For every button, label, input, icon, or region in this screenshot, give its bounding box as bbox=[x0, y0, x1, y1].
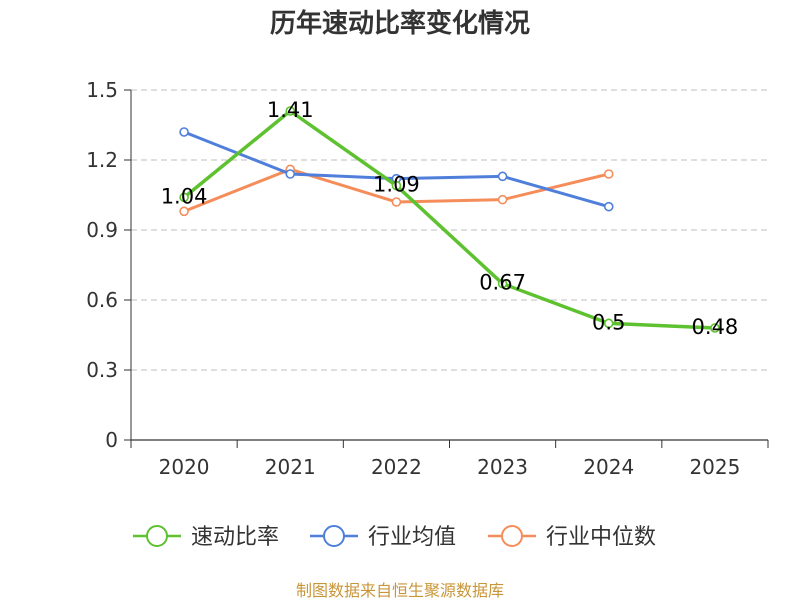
y-tick-label: 0 bbox=[105, 428, 118, 452]
data-point[interactable] bbox=[497, 278, 508, 289]
data-point[interactable] bbox=[710, 323, 720, 333]
data-label: 0.48 bbox=[692, 315, 739, 339]
data-point[interactable] bbox=[497, 171, 508, 182]
data-point[interactable] bbox=[285, 106, 296, 116]
y-tick-label: 1.5 bbox=[86, 78, 118, 102]
data-point[interactable] bbox=[497, 194, 508, 205]
data-point[interactable] bbox=[391, 197, 402, 207]
data-label: 0.67 bbox=[479, 271, 526, 295]
data-point[interactable] bbox=[603, 201, 614, 212]
data-point[interactable] bbox=[179, 192, 189, 203]
x-tick-label: 2023 bbox=[477, 455, 528, 479]
x-tick-label: 2021 bbox=[265, 455, 316, 479]
legend-marker-icon bbox=[323, 525, 345, 547]
x-tick-label: 2020 bbox=[159, 455, 210, 479]
series-1 bbox=[179, 127, 614, 212]
x-tick-label: 2022 bbox=[371, 455, 422, 479]
axes: 0 0.3 0.6 0.9 1.2 1.5 2020 2021 2022 2023 2024 2025 bbox=[86, 78, 769, 479]
data-point[interactable] bbox=[285, 169, 296, 179]
y-tick-label: 1.2 bbox=[86, 148, 118, 172]
y-tick-label: 0.3 bbox=[86, 358, 118, 382]
data-label: 1.41 bbox=[267, 98, 314, 122]
legend[interactable]: 速动比率 行业均值 行业中位数 bbox=[133, 525, 656, 550]
data-point[interactable] bbox=[391, 180, 402, 191]
data-point[interactable] bbox=[603, 318, 614, 329]
data-label: 1.04 bbox=[161, 184, 208, 208]
y-tick-label: 0.9 bbox=[86, 218, 118, 242]
legend-label: 行业均值 bbox=[368, 525, 456, 550]
series-layer bbox=[179, 106, 720, 333]
chart-title: 历年速动比率变化情况 bbox=[270, 8, 530, 39]
legend-label: 行业中位数 bbox=[546, 525, 656, 550]
series-0 bbox=[179, 106, 720, 333]
grid bbox=[131, 89, 768, 371]
x-tick-label: 2024 bbox=[583, 455, 634, 479]
x-tick-label: 2025 bbox=[689, 455, 740, 479]
legend-marker-icon bbox=[146, 525, 168, 547]
data-point[interactable] bbox=[603, 169, 614, 179]
source-note: 制图数据来自恒生聚源数据库 bbox=[296, 581, 504, 600]
data-point[interactable] bbox=[179, 127, 189, 137]
legend-item-0[interactable]: 速动比率 bbox=[133, 525, 279, 550]
data-labels: 1.04 1.41 1.09 0.67 0.5 0.48 bbox=[161, 98, 739, 339]
legend-item-1[interactable]: 行业均值 bbox=[310, 525, 456, 550]
legend-marker-icon bbox=[501, 525, 523, 547]
data-label: 1.09 bbox=[373, 173, 420, 197]
y-tick-label: 0.6 bbox=[86, 288, 118, 312]
series-line bbox=[182, 109, 717, 330]
data-point[interactable] bbox=[179, 206, 189, 217]
legend-item-2[interactable]: 行业中位数 bbox=[488, 525, 656, 550]
legend-label: 速动比率 bbox=[191, 525, 279, 550]
data-label: 0.5 bbox=[592, 310, 625, 334]
